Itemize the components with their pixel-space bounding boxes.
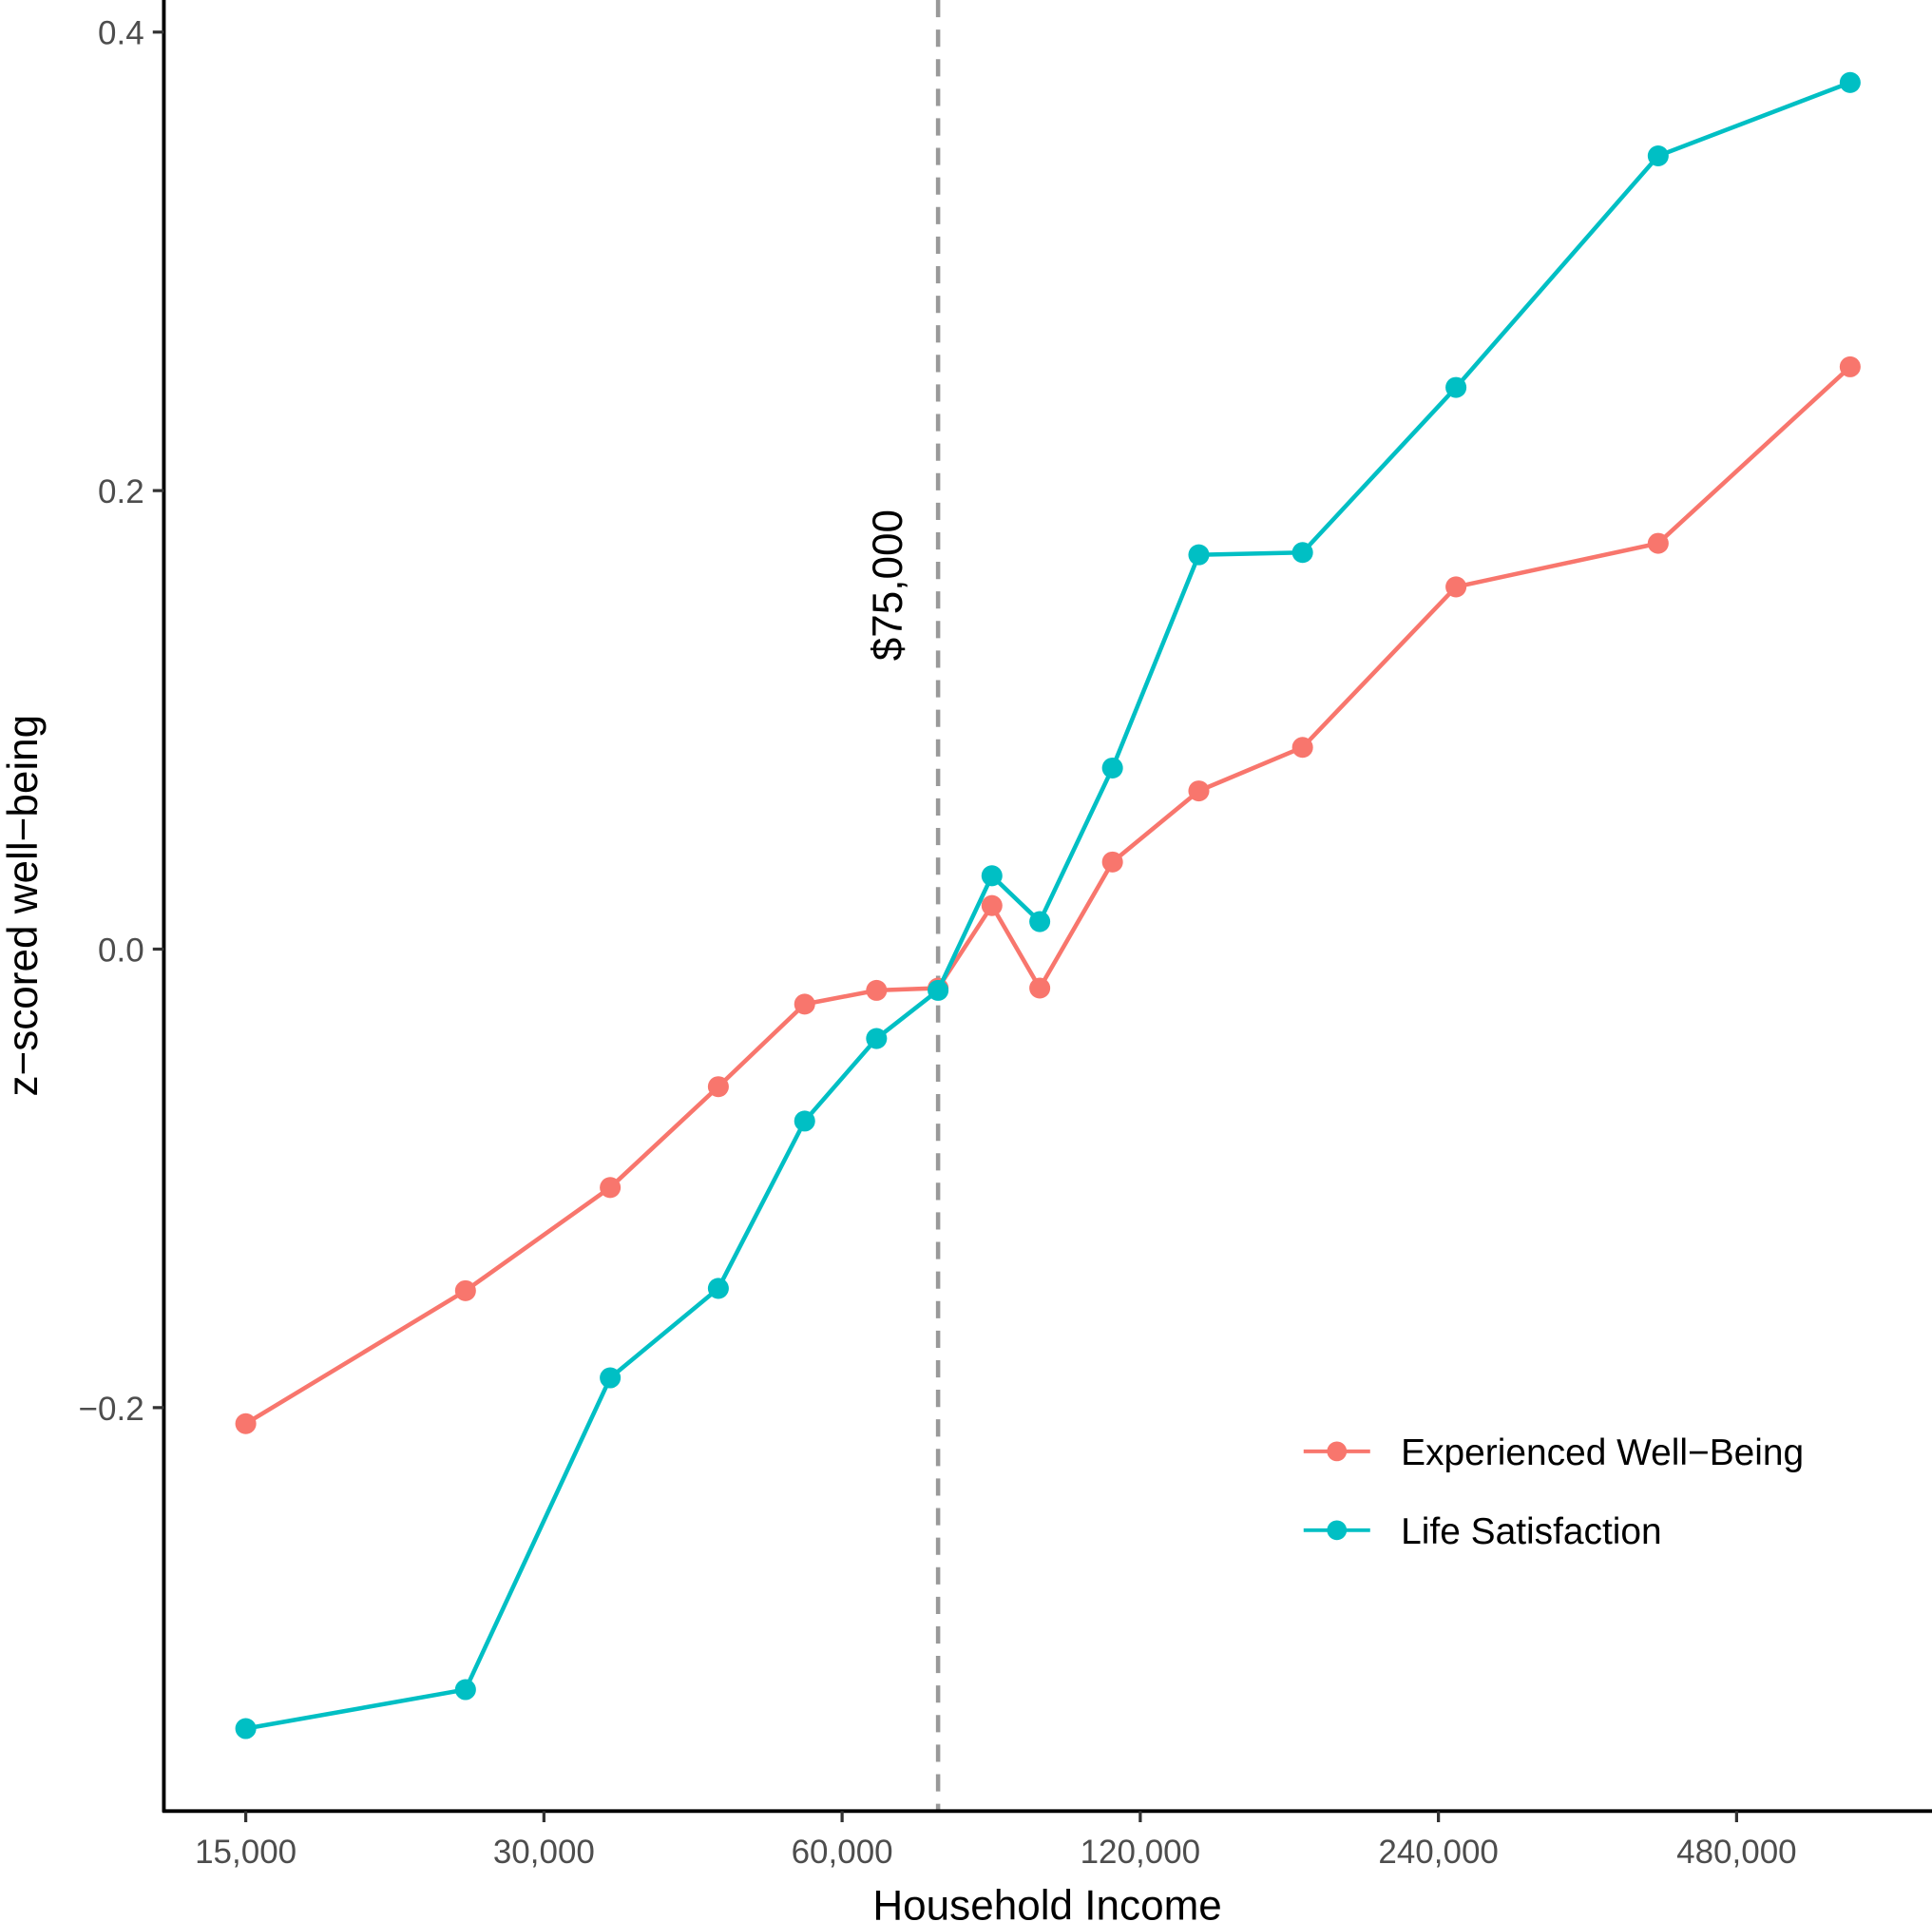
point-life-satisfaction	[1839, 71, 1861, 93]
point-life-satisfaction	[1445, 376, 1467, 398]
point-life-satisfaction	[235, 1718, 257, 1739]
point-life-satisfaction	[707, 1278, 729, 1299]
point-life-satisfaction	[454, 1679, 476, 1701]
point-life-satisfaction	[794, 1110, 815, 1132]
legend-label-life-satisfaction: Life Satisfaction	[1401, 1511, 1661, 1552]
x-axis-label: Household Income	[872, 1882, 1221, 1922]
y-tick-label: 0.0	[98, 932, 144, 969]
x-tick-label: 15,000	[195, 1834, 296, 1871]
point-experienced	[1445, 576, 1467, 598]
point-experienced	[707, 1076, 729, 1098]
point-experienced	[1647, 532, 1669, 554]
point-life-satisfaction	[600, 1367, 622, 1389]
legend-label-experienced: Experienced Well−Being	[1401, 1432, 1804, 1473]
point-experienced	[794, 993, 815, 1015]
legend-marker-life-satisfaction	[1327, 1520, 1348, 1541]
y-tick-label: −0.2	[79, 1391, 144, 1428]
point-experienced	[235, 1413, 257, 1434]
point-experienced	[1839, 356, 1861, 377]
point-experienced	[454, 1279, 476, 1301]
point-experienced	[600, 1177, 622, 1199]
x-tick-label: 60,000	[792, 1834, 893, 1871]
point-life-satisfaction	[1101, 757, 1123, 778]
point-life-satisfaction	[1029, 911, 1051, 932]
x-tick-label: 480,000	[1676, 1834, 1797, 1871]
series-line-life-satisfaction	[245, 80, 1851, 1731]
point-life-satisfaction	[866, 1028, 888, 1049]
y-axis-label: z−scored well−being	[0, 715, 47, 1097]
y-tick-label: 0.2	[98, 473, 144, 510]
point-experienced	[1029, 977, 1051, 999]
point-life-satisfaction	[928, 979, 949, 1001]
y-tick-label: 0.4	[98, 15, 144, 52]
point-experienced	[1188, 780, 1210, 802]
point-life-satisfaction	[1188, 544, 1210, 566]
legend-marker-experienced	[1327, 1441, 1348, 1462]
x-tick-label: 240,000	[1378, 1834, 1499, 1871]
x-tick-label: 120,000	[1081, 1834, 1201, 1871]
x-tick-label: 30,000	[493, 1834, 595, 1871]
point-life-satisfaction	[1291, 542, 1313, 564]
point-experienced	[981, 894, 1003, 916]
point-life-satisfaction	[981, 865, 1003, 887]
point-experienced	[1291, 737, 1313, 759]
series-line-experienced	[244, 365, 1852, 1426]
point-experienced	[1101, 851, 1123, 873]
vline-label: $75,000	[865, 509, 911, 661]
point-life-satisfaction	[1647, 144, 1669, 167]
point-experienced	[866, 979, 888, 1001]
legend: Experienced Well−Being Life Satisfaction	[1303, 1432, 1804, 1552]
